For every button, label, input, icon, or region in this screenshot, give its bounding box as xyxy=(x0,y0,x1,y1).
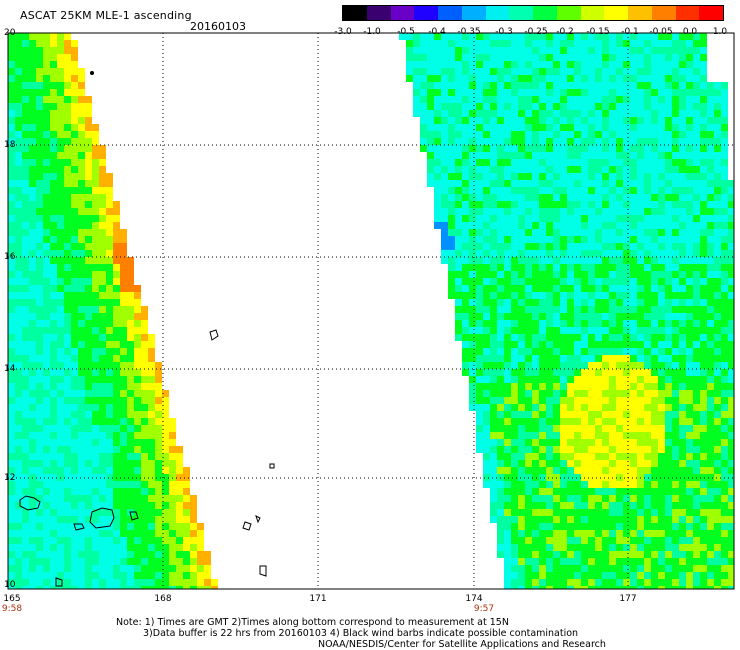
island-outline xyxy=(269,463,275,469)
color-scale-label: 0.0 xyxy=(682,27,698,37)
note-line-3: NOAA/NESDIS/Center for Satellite Applica… xyxy=(318,639,606,650)
island-outline xyxy=(73,523,85,531)
latitude-tick-label: 18 xyxy=(4,140,16,150)
color-scale-swatch xyxy=(699,6,723,20)
color-scale-label: -0.25 xyxy=(524,27,548,37)
island-outline xyxy=(259,565,267,577)
latitude-tick-label: 16 xyxy=(4,252,16,262)
island-outline xyxy=(242,521,252,531)
longitude-tick-label: 177 xyxy=(619,594,637,604)
color-scale-swatch xyxy=(628,6,652,20)
island-outline xyxy=(19,495,41,511)
island-outline xyxy=(129,511,139,521)
color-scale-label: -0.15 xyxy=(586,27,610,37)
longitude-tick-label: 165 xyxy=(3,594,21,604)
color-scale-label: -0.5 xyxy=(397,27,415,37)
color-scale-bar xyxy=(342,5,724,21)
color-scale-swatch xyxy=(675,6,700,20)
color-scale-swatch xyxy=(604,6,628,20)
color-scale-label: -0.4 xyxy=(428,27,446,37)
island-outline xyxy=(89,507,115,529)
color-scale-swatch xyxy=(580,6,605,20)
color-scale-label: 1.0 xyxy=(712,27,728,37)
color-scale-swatch xyxy=(366,6,391,20)
color-scale-swatch xyxy=(485,6,510,20)
island-outline xyxy=(255,515,261,524)
product-title: ASCAT 25KM MLE-1 ascending xyxy=(20,9,192,22)
product-date: 20160103 xyxy=(190,20,246,33)
latitude-tick-label: 12 xyxy=(4,473,16,483)
color-scale-label: -3.0 xyxy=(334,27,352,37)
color-scale-swatch xyxy=(438,6,462,20)
latitude-tick-label: 10 xyxy=(4,580,16,590)
color-scale-swatch xyxy=(556,6,581,20)
color-scale-label: -0.35 xyxy=(457,27,481,37)
color-scale-label: -0.2 xyxy=(556,27,574,37)
color-scale-label: -0.1 xyxy=(621,27,639,37)
color-scale-swatch xyxy=(461,6,486,20)
color-scale-swatch xyxy=(343,6,367,20)
color-scale-label: -0.3 xyxy=(495,27,513,37)
island-outline xyxy=(209,329,219,341)
longitude-tick-label: 168 xyxy=(154,594,172,604)
note-line-1: Note: 1) Times are GMT 2)Times along bot… xyxy=(116,617,509,628)
color-scale-label: -0.05 xyxy=(649,27,673,37)
island-outline xyxy=(55,577,63,587)
color-scale-swatch xyxy=(390,6,415,20)
longitude-tick-label: 174 xyxy=(465,594,483,604)
latitude-tick-label: 20 xyxy=(4,28,16,38)
color-scale-swatch xyxy=(533,6,557,20)
longitude-tick-label: 171 xyxy=(309,594,327,604)
color-scale-label: -1.0 xyxy=(363,27,381,37)
pass-time-label: 9:57 xyxy=(473,604,495,614)
latitude-tick-label: 14 xyxy=(4,364,16,374)
island-dot xyxy=(90,71,94,75)
color-scale-swatch xyxy=(509,6,533,20)
color-scale-swatch xyxy=(651,6,676,20)
pass-time-label: 9:58 xyxy=(1,604,23,614)
note-line-2: 3)Data buffer is 22 hrs from 20160103 4)… xyxy=(143,628,579,639)
color-scale-swatch xyxy=(414,6,438,20)
